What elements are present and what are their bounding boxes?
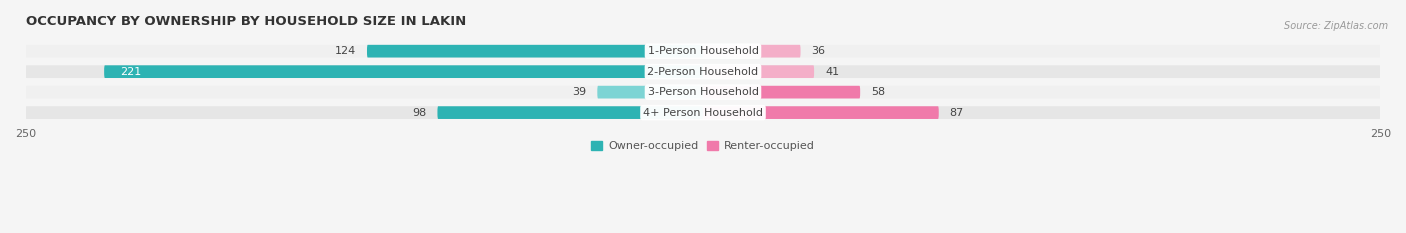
Text: 221: 221 — [121, 67, 142, 77]
FancyBboxPatch shape — [703, 65, 814, 78]
Text: OCCUPANCY BY OWNERSHIP BY HOUSEHOLD SIZE IN LAKIN: OCCUPANCY BY OWNERSHIP BY HOUSEHOLD SIZE… — [25, 15, 465, 28]
FancyBboxPatch shape — [104, 65, 703, 78]
FancyBboxPatch shape — [25, 86, 1381, 99]
Text: 58: 58 — [870, 87, 886, 97]
Text: 4+ Person Household: 4+ Person Household — [643, 108, 763, 118]
FancyBboxPatch shape — [437, 106, 703, 119]
Text: 41: 41 — [825, 67, 839, 77]
FancyBboxPatch shape — [25, 106, 1381, 119]
Text: 124: 124 — [335, 46, 356, 56]
FancyBboxPatch shape — [703, 45, 800, 58]
FancyBboxPatch shape — [367, 45, 703, 58]
Legend: Owner-occupied, Renter-occupied: Owner-occupied, Renter-occupied — [586, 136, 820, 155]
Text: 36: 36 — [811, 46, 825, 56]
FancyBboxPatch shape — [25, 65, 1381, 78]
Text: 98: 98 — [412, 108, 426, 118]
Text: 1-Person Household: 1-Person Household — [648, 46, 758, 56]
Text: Source: ZipAtlas.com: Source: ZipAtlas.com — [1284, 21, 1388, 31]
Text: 3-Person Household: 3-Person Household — [648, 87, 758, 97]
FancyBboxPatch shape — [598, 86, 703, 99]
FancyBboxPatch shape — [703, 86, 860, 99]
Text: 2-Person Household: 2-Person Household — [647, 67, 759, 77]
FancyBboxPatch shape — [703, 106, 939, 119]
Text: 87: 87 — [949, 108, 965, 118]
Text: 39: 39 — [572, 87, 586, 97]
FancyBboxPatch shape — [25, 45, 1381, 58]
